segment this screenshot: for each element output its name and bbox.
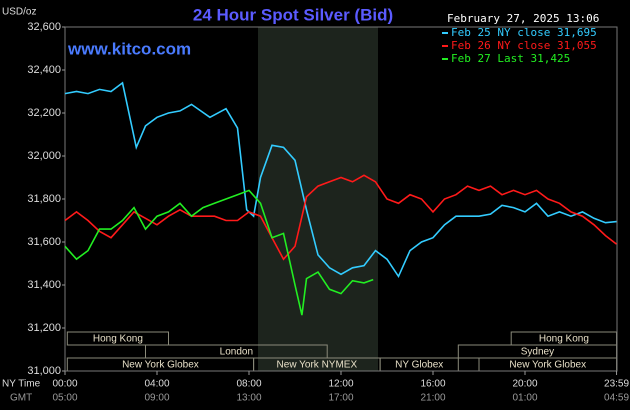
gmt-tick-label: 04:59 — [604, 393, 629, 404]
gmt-tick-label: 21:00 — [420, 393, 445, 404]
nymex-shade — [258, 27, 378, 371]
x-tick-label: 04:00 — [144, 379, 169, 390]
chart-title: 24 Hour Spot Silver (Bid) — [193, 5, 393, 24]
x-axis-label: NY Time — [2, 379, 41, 390]
gmt-tick-label: 09:00 — [144, 393, 169, 404]
session-label: Sydney — [521, 347, 554, 358]
session-label: Hong Kong — [539, 334, 589, 345]
y-tick-label: 32,600 — [27, 21, 61, 33]
legend-label: Feb 26 NY close 31,055 — [451, 39, 597, 52]
x-axis-label: GMT — [10, 393, 32, 404]
x-tick-label: 16:00 — [420, 379, 445, 390]
y-tick-label: 31,200 — [27, 322, 61, 334]
y-unit: USD/oz — [2, 7, 36, 18]
session-label: Hong Kong — [93, 334, 143, 345]
session-label: New York Globex — [122, 360, 199, 371]
x-tick-label: 08:00 — [236, 379, 261, 390]
series-line — [64, 81, 617, 279]
y-tick-label: 32,200 — [27, 107, 61, 119]
legend-label: Feb 27 Last 31,425 — [451, 52, 570, 65]
x-tick-label: 00:00 — [52, 379, 77, 390]
session-label: New York Globex — [509, 360, 586, 371]
y-tick-label: 31,600 — [27, 236, 61, 248]
y-tick-label: 31,400 — [27, 279, 61, 291]
session-label: NY Globex — [395, 360, 443, 371]
legend-label: Feb 25 NY close 31,695 — [451, 26, 597, 39]
session-label: London — [220, 347, 253, 358]
session-label: New York NYMEX — [277, 360, 358, 371]
gmt-tick-label: 01:00 — [512, 393, 537, 404]
x-tick-label: 12:00 — [328, 379, 353, 390]
watermark: www.kitco.com — [67, 39, 191, 58]
y-tick-label: 31,800 — [27, 193, 61, 205]
series-line — [64, 174, 617, 261]
gmt-tick-label: 05:00 — [52, 393, 77, 404]
x-tick-label: 23:59 — [604, 379, 629, 390]
x-tick-label: 20:00 — [512, 379, 537, 390]
series-line — [64, 189, 374, 316]
session-bar — [66, 331, 169, 346]
gmt-tick-label: 17:00 — [328, 393, 353, 404]
timestamp: February 27, 2025 13:06 — [447, 12, 599, 25]
gmt-tick-label: 13:00 — [236, 393, 261, 404]
y-tick-label: 32,000 — [27, 150, 61, 162]
y-tick-label: 31,000 — [27, 365, 61, 377]
y-tick-label: 32,400 — [27, 64, 61, 76]
